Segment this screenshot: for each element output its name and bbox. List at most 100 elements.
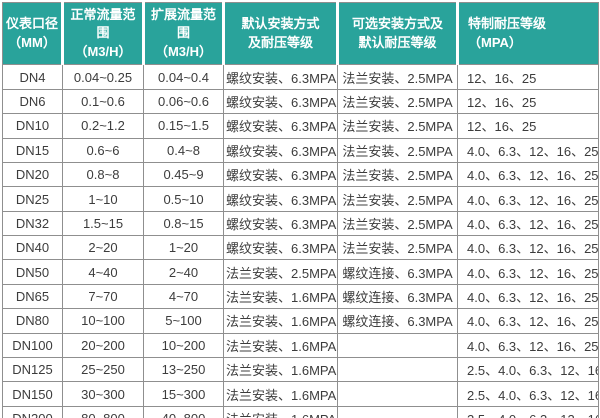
cell-optional-install: 法兰安装、2.5MPA (337, 210, 458, 237)
cell-size: DN100 (2, 332, 63, 359)
cell-default-install: 螺纹安装、6.3MPA (223, 113, 338, 139)
header-row: 仪表口径 （MM） 正常流量范围 （M3/H） 扩展流量范围 （M3/H） 默认… (2, 1, 599, 66)
cell-extended-flow: 0.5~10 (143, 186, 224, 212)
cell-optional-install: 螺纹连接、6.3MPA (337, 283, 458, 310)
table-row: DN100 20~200 10~200 法兰安装、1.6MPA 4.0、6.3、12、1… (2, 332, 599, 359)
cell-special-pressure: 4.0、6.3、12、16、25 (457, 259, 599, 285)
header-special-pressure-line1: 特制耐压等级 (468, 16, 547, 32)
cell-default-install: 螺纹安装、6.3MPA (223, 210, 338, 237)
cell-normal-flow: 7~70 (62, 283, 144, 310)
cell-default-install: 螺纹安装、6.3MPA (223, 186, 338, 212)
cell-default-install: 螺纹安装、6.3MPA (223, 161, 338, 188)
table-row: DN15 0.6~6 0.4~8 螺纹安装、6.3MPA 法兰安装、2.5MPA 4.0、… (2, 137, 599, 163)
cell-default-install: 螺纹安装、6.3MPA (223, 88, 338, 115)
cell-size: DN150 (2, 381, 63, 407)
cell-size: DN15 (2, 137, 63, 163)
cell-normal-flow: 1~10 (62, 186, 144, 212)
cell-optional-install: 法兰安装、2.5MPA (337, 235, 458, 261)
header-normal-flow-line1: 正常流量范围 (70, 7, 136, 41)
cell-extended-flow: 1~20 (143, 235, 224, 261)
cell-optional-install: 法兰安装、2.5MPA (337, 161, 458, 188)
header-special-pressure-line2: （MPA） (468, 34, 522, 50)
cell-size: DN125 (2, 357, 63, 383)
table-header: 仪表口径 （MM） 正常流量范围 （M3/H） 扩展流量范围 （M3/H） 默认… (2, 1, 599, 66)
cell-extended-flow: 13~250 (143, 357, 224, 383)
cell-optional-install (337, 381, 458, 407)
cell-normal-flow: 1.5~15 (62, 210, 144, 237)
table-row: DN6 0.1~0.6 0.06~0.6 螺纹安装、6.3MPA 法兰安装、2.5MPA… (2, 88, 599, 115)
cell-default-install: 法兰安装、1.6MPA (223, 405, 338, 418)
cell-special-pressure: 4.0、6.3、12、16、25 (457, 186, 599, 212)
header-default-install-line1: 默认安装方式 (241, 16, 320, 32)
header-normal-flow-line2: （M3/H） (74, 43, 132, 59)
cell-normal-flow: 0.8~8 (62, 161, 144, 188)
cell-special-pressure: 4.0、6.3、12、16、25 (457, 308, 599, 334)
cell-size: DN32 (2, 210, 63, 237)
cell-default-install: 法兰安装、1.6MPA (223, 357, 338, 383)
cell-special-pressure: 4.0、6.3、12、16、25 (457, 137, 599, 163)
cell-special-pressure: 4.0、6.3、12、16、25 (457, 283, 599, 310)
cell-normal-flow: 4~40 (62, 259, 144, 285)
table-row: DN32 1.5~15 0.8~15 螺纹安装、6.3MPA 法兰安装、2.5MPA 4.… (2, 210, 599, 237)
cell-special-pressure: 2.5、4.0、6.3、12、16 (457, 405, 599, 418)
cell-size: DN65 (2, 283, 63, 310)
table-row: DN150 30~300 15~300 法兰安装、1.6MPA 2.5、4.0、6.3、… (2, 381, 599, 407)
cell-optional-install (337, 357, 458, 383)
cell-extended-flow: 2~40 (143, 259, 224, 285)
header-optional-install-line2: 默认耐压等级 (358, 34, 437, 50)
cell-default-install: 螺纹安装、6.3MPA (223, 137, 338, 163)
cell-size: DN6 (2, 88, 63, 115)
header-extended-flow-line2: （M3/H） (154, 43, 213, 59)
cell-normal-flow: 10~100 (62, 308, 144, 334)
cell-optional-install: 法兰安装、2.5MPA (337, 113, 458, 139)
cell-default-install: 法兰安装、1.6MPA (223, 381, 338, 407)
header-extended-flow: 扩展流量范围 （M3/H） (142, 1, 224, 66)
cell-optional-install: 法兰安装、2.5MPA (337, 64, 458, 90)
cell-optional-install: 法兰安装、2.5MPA (337, 88, 458, 115)
header-meter-size-line1: 仪表口径 (5, 16, 58, 32)
table-row: DN50 4~40 2~40 法兰安装、2.5MPA 螺纹连接、6.3MPA 4.0、6.… (2, 259, 599, 285)
cell-size: DN20 (2, 161, 63, 188)
cell-normal-flow: 25~250 (62, 357, 144, 383)
cell-normal-flow: 0.1~0.6 (62, 88, 144, 115)
header-normal-flow: 正常流量范围 （M3/H） (61, 1, 144, 66)
cell-special-pressure: 12、16、25 (457, 88, 599, 115)
cell-special-pressure: 4.0、6.3、12、16、25 (457, 161, 599, 188)
cell-extended-flow: 0.15~1.5 (143, 113, 224, 139)
header-optional-install-line1: 可选安装方式及 (351, 16, 443, 32)
table-row: DN20080~80040~800法兰安装、1.6MPA 2.5、4.0、6.3、… (2, 405, 599, 418)
cell-optional-install: 法兰安装、2.5MPA (337, 186, 458, 212)
cell-default-install: 螺纹安装、6.3MPA (223, 64, 338, 90)
cell-special-pressure: 12、16、25 (457, 64, 599, 90)
cell-size: DN50 (2, 259, 63, 285)
cell-optional-install: 螺纹连接、6.3MPA (337, 308, 458, 334)
cell-extended-flow: 40~800 (143, 405, 224, 418)
cell-optional-install: 法兰安装、2.5MPA (337, 137, 458, 163)
cell-normal-flow: 0.04~0.25 (62, 64, 144, 90)
cell-optional-install: 螺纹连接、6.3MPA (337, 259, 458, 285)
cell-extended-flow: 0.06~0.6 (143, 88, 224, 115)
header-special-pressure: 特制耐压等级 （MPA） (456, 1, 599, 66)
cell-normal-flow: 2~20 (62, 235, 144, 261)
cell-default-install: 法兰安装、1.6MPA (223, 332, 338, 359)
header-meter-size: 仪表口径 （MM） (2, 1, 63, 66)
cell-size: DN40 (2, 235, 63, 261)
cell-extended-flow: 0.45~9 (143, 161, 224, 188)
cell-default-install: 螺纹安装、6.3MPA (223, 235, 338, 261)
table-row: DN20 0.8~8 0.45~9 螺纹安装、6.3MPA 法兰安装、2.5MPA 4.0… (2, 161, 599, 188)
table-row: DN40 2~20 1~20 螺纹安装、6.3MPA 法兰安装、2.5MPA 4.0、6.… (2, 235, 599, 261)
header-optional-install: 可选安装方式及 默认耐压等级 (336, 1, 458, 66)
cell-special-pressure: 12、16、25 (457, 113, 599, 139)
cell-size: DN4 (2, 64, 63, 90)
table-row: DN65 7~70 4~70 法兰安装、1.6MPA 螺纹连接、6.3MPA 4.0、6.… (2, 283, 599, 310)
cell-normal-flow: 0.2~1.2 (62, 113, 144, 139)
cell-size: DN25 (2, 186, 63, 212)
cell-size: DN80 (2, 308, 63, 334)
cell-extended-flow: 10~200 (143, 332, 224, 359)
cell-special-pressure: 4.0、6.3、12、16、25 (457, 235, 599, 261)
table-row: DN10 0.2~1.2 0.15~1.5 螺纹安装、6.3MPA 法兰安装、2.5MP… (2, 113, 599, 139)
header-extended-flow-line1: 扩展流量范围 (150, 7, 216, 41)
cell-normal-flow: 30~300 (62, 381, 144, 407)
